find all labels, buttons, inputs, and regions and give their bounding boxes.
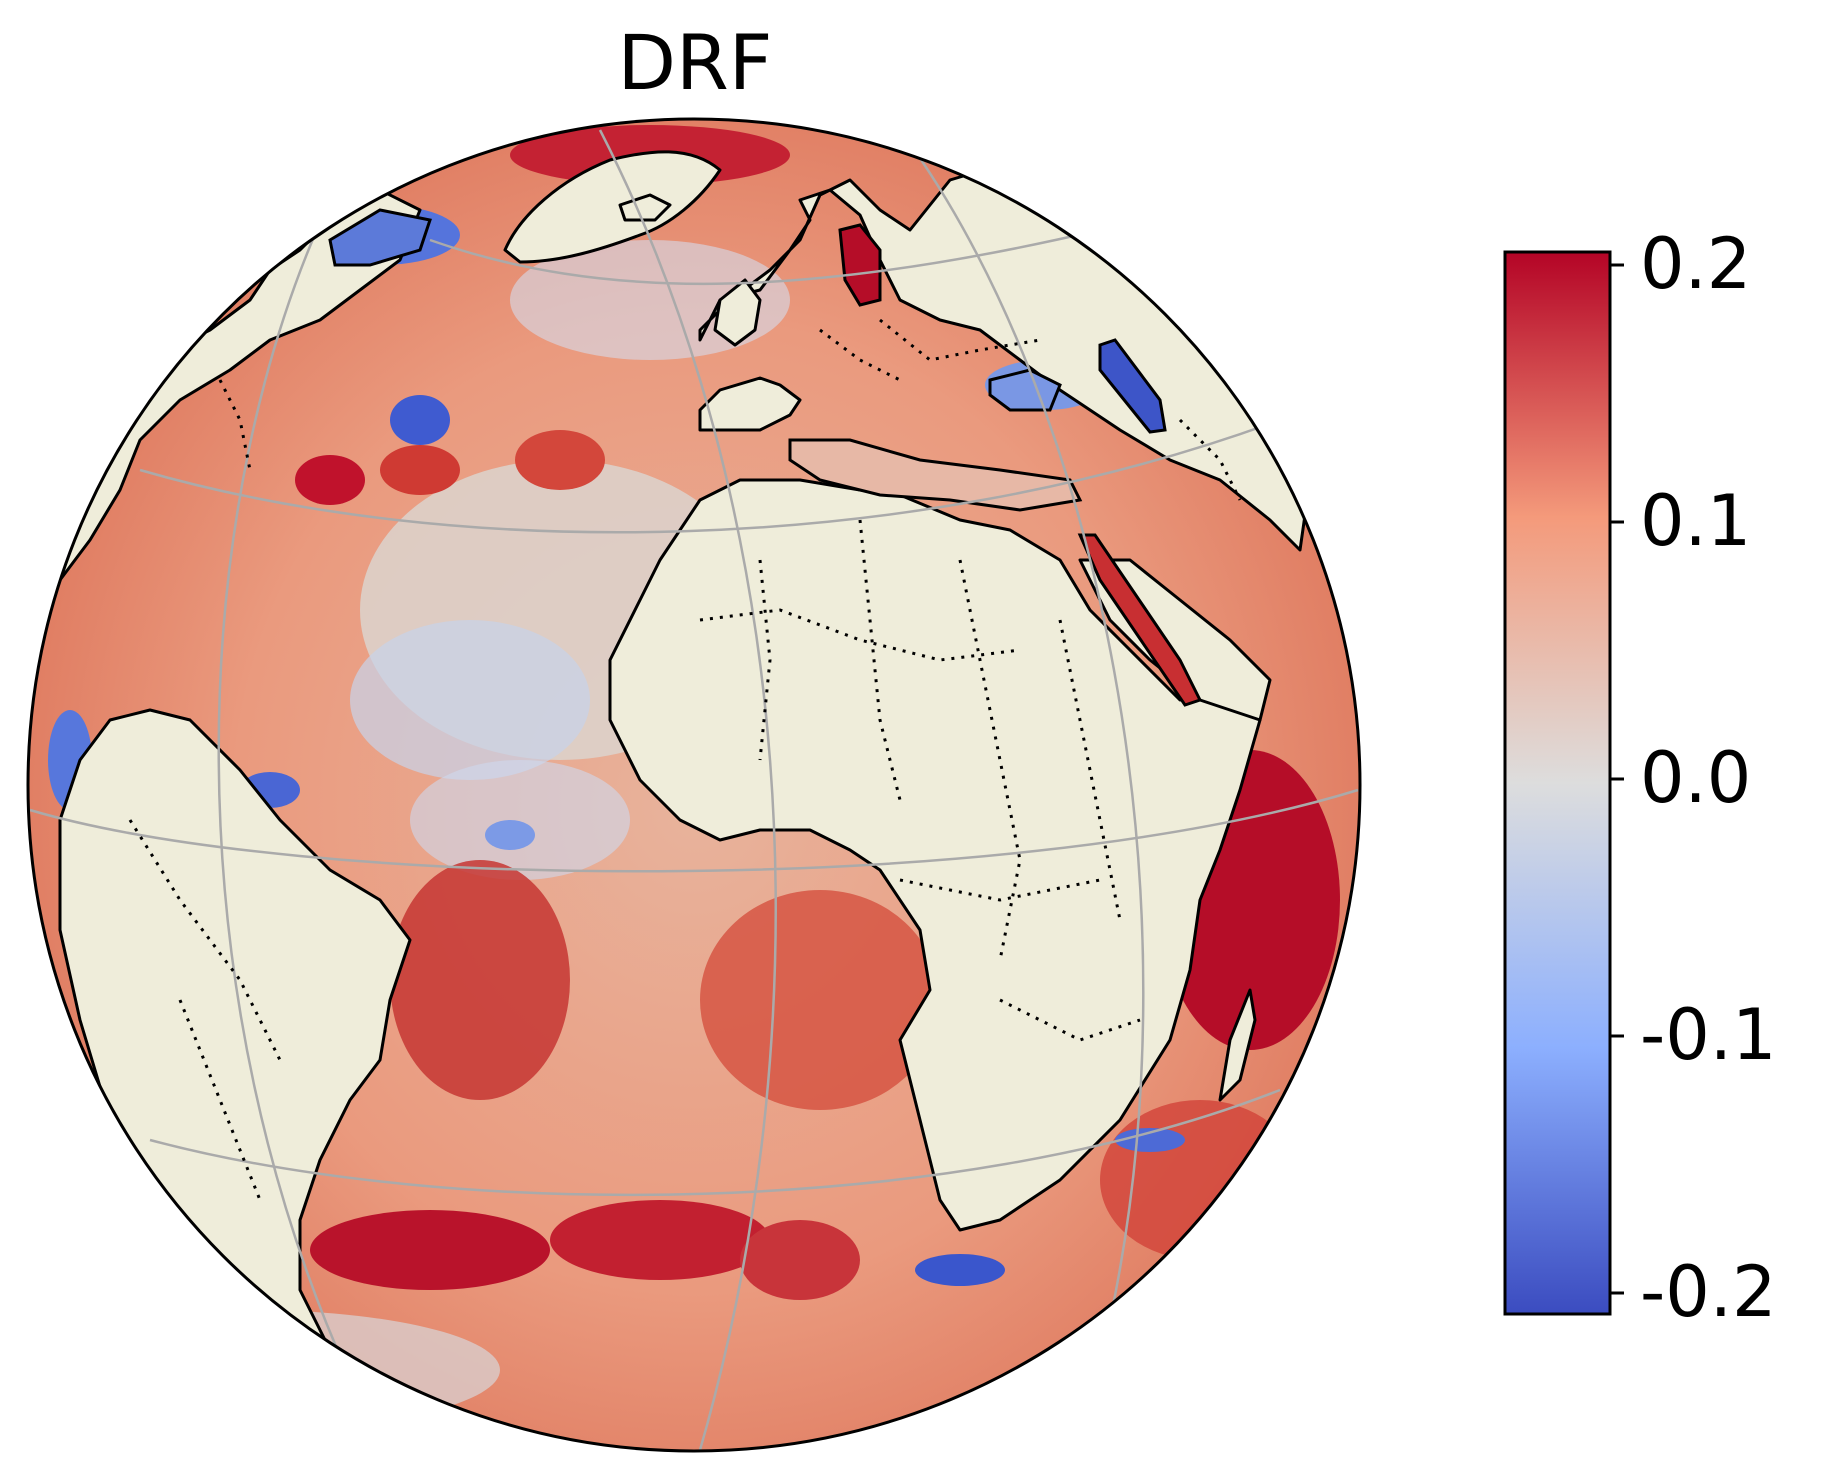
britain-land	[713, 278, 762, 347]
colorbar-tick-label: -0.2	[1640, 1251, 1777, 1333]
madagascar-land	[1218, 988, 1257, 1102]
colorbar-ticks	[1610, 263, 1624, 1295]
globe-map	[26, 117, 1362, 1453]
africa-land	[608, 478, 1262, 1232]
red-sea	[1077, 533, 1203, 707]
colorbar-tick-label: -0.1	[1640, 994, 1777, 1076]
hudson-bay	[328, 208, 432, 267]
iceland-land	[618, 193, 672, 222]
greenland-land	[503, 150, 722, 264]
country-borders	[128, 318, 1242, 1201]
globe-outline	[26, 117, 1362, 1453]
mediterranean-sea	[788, 438, 1083, 512]
map-title: DRF	[617, 18, 773, 107]
caspian-sea	[1098, 338, 1167, 434]
gridlines	[29, 129, 1359, 1451]
colorbar-tick-label: 0.0	[1640, 737, 1752, 819]
colorbar-tick-label: 0.1	[1640, 480, 1752, 562]
colorbar-bar	[1503, 250, 1612, 1316]
inland-seas	[328, 208, 1203, 707]
baltic-sea	[838, 223, 882, 307]
colorbar-tick-label: 0.2	[1640, 223, 1752, 305]
